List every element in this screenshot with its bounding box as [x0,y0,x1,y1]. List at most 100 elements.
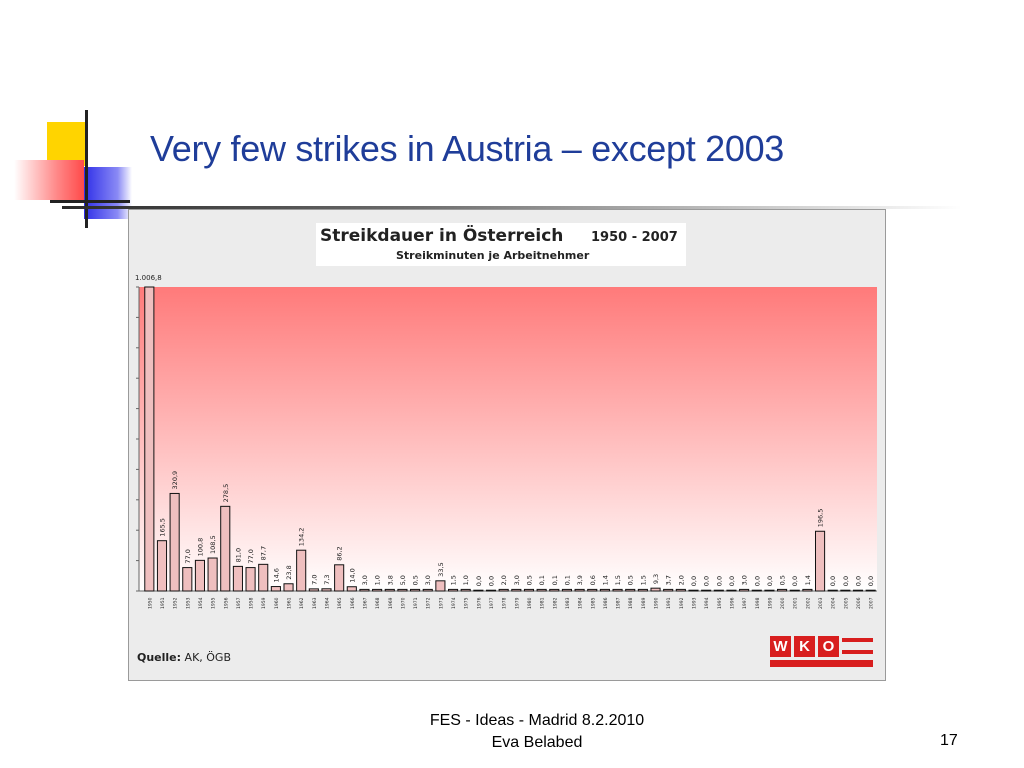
year-label-2001: 2001 [793,597,799,609]
value-label-1994: 0,0 [703,576,711,586]
value-label-2002: 1,4 [804,575,812,585]
year-label-1993: 1993 [692,597,698,609]
year-label-1973: 1973 [438,597,444,609]
year-label-1951: 1951 [160,597,166,609]
year-label-1966: 1966 [350,597,356,609]
value-label-1970: 5,0 [399,575,407,585]
bars-group [144,286,876,592]
bar-2003 [815,530,826,592]
year-label-1999: 1999 [767,597,773,609]
bar-1990 [650,587,661,592]
year-label-1971: 1971 [413,597,419,609]
bar-1962 [296,549,307,592]
bar-1984 [574,588,585,592]
year-label-1983: 1983 [565,597,571,609]
year-label-2003: 2003 [818,597,824,609]
value-label-1997: 3,0 [741,575,749,585]
value-label-1953: 77,0 [184,549,192,563]
wko-stripe-bottom [842,650,873,654]
value-label-2003: 196,5 [817,509,825,528]
value-label-1984: 3,9 [576,575,584,585]
year-label-2005: 2005 [843,597,849,609]
bar-1968 [372,588,383,592]
value-label-1958: 77,0 [247,549,255,563]
value-label-2006: 0,0 [855,576,863,586]
year-label-1975: 1975 [464,597,470,609]
bar-1994 [701,589,712,592]
bar-1987 [612,588,623,592]
value-label-1961: 23,8 [285,565,293,579]
bar-1989 [637,588,648,592]
year-label-1990: 1990 [654,597,660,609]
year-label-1995: 1995 [717,597,723,609]
value-label-1955: 108,5 [209,535,217,554]
year-label-2000: 2000 [780,597,786,609]
year-label-1964: 1964 [325,597,331,609]
year-label-1996: 1996 [729,597,735,609]
chart-subtitle: Streikminuten je Arbeitnehmer [396,249,590,262]
year-label-1992: 1992 [679,597,685,609]
wko-letter-k: K [794,636,815,657]
year-label-1962: 1962 [299,597,305,609]
year-label-1981: 1981 [540,597,546,609]
bar-1975 [460,588,471,592]
chart-frame: 1.006,8 165,5 320,9 77,0 100,8 108,5 278,5 81,… [128,209,886,681]
year-label-1988: 1988 [628,597,634,609]
value-label-1980: 0,5 [525,575,533,585]
bar-1979 [511,588,522,592]
value-label-1987: 1,5 [614,575,622,585]
value-label-1962: 134,2 [298,528,306,547]
value-label-1968: 1,0 [374,575,382,585]
value-label-1960: 14,6 [272,568,280,582]
value-label-1959: 87,7 [260,546,268,560]
deco-blue-square [84,167,132,219]
bar-1981 [536,588,547,592]
year-label-1961: 1961 [287,597,293,609]
bar-2007 [865,589,876,592]
bar-1983 [561,588,573,592]
value-label-1983: 0,1 [563,575,571,585]
value-label-1957: 81,0 [234,548,242,562]
year-label-1956: 1956 [223,597,229,609]
year-label-1969: 1969 [388,597,394,609]
year-label-1954: 1954 [198,597,204,609]
bar-1997 [739,588,750,592]
year-label-1997: 1997 [742,597,748,609]
deco-horizontal-line [50,200,130,203]
year-label-1985: 1985 [590,597,596,609]
year-label-1980: 1980 [527,597,533,609]
value-label-1978: 2,0 [500,575,508,585]
year-label-2004: 2004 [831,597,837,609]
year-label-1979: 1979 [514,597,520,609]
value-label-1973: 33,5 [437,562,445,576]
value-label-1982: 0,1 [551,575,559,585]
wko-letter-w: W [770,636,791,657]
bar-1976 [473,589,484,592]
year-label-1963: 1963 [312,597,318,609]
year-label-2006: 2006 [856,597,862,609]
value-label-1954: 100,8 [196,538,204,557]
footer-line-author: Eva Belabed [491,734,583,751]
bar-2002 [802,588,813,592]
bar-1966 [346,586,357,592]
value-label-2000: 0,5 [779,575,787,585]
value-label-1988: 0,5 [627,575,635,585]
bar-2001 [789,589,800,592]
year-labels-group: 1950 1951 1952 1953 1954 1955 1956 1957 1958 1959… [147,597,874,609]
bar-2005 [840,589,851,592]
year-label-1958: 1958 [249,597,255,609]
value-label-1992: 2,0 [677,575,685,585]
value-label-1963: 7,0 [310,575,318,585]
year-label-1978: 1978 [502,597,508,609]
year-label-1953: 1953 [185,597,191,609]
year-label-1950: 1950 [147,597,153,609]
wko-stripe-top [842,638,873,642]
page-number: 17 [940,732,958,749]
bar-1974 [448,588,459,592]
bar-1985 [587,588,598,592]
year-label-1960: 1960 [274,597,280,609]
year-label-1987: 1987 [616,597,622,609]
value-label-1974: 1,5 [450,575,458,585]
year-label-2007: 2007 [869,597,875,609]
bar-1960 [270,586,281,592]
